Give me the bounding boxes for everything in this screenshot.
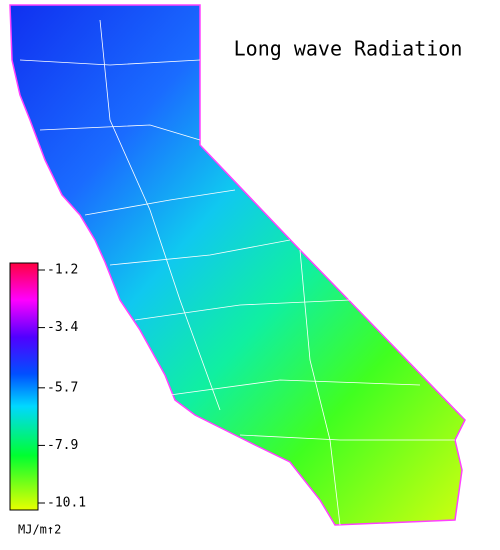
colorbar-tick-label: -1.2 xyxy=(47,263,78,278)
colorbar-tick-label: -7.9 xyxy=(47,438,78,453)
colorbar-tick-label: -5.7 xyxy=(47,380,78,395)
map-title: Long wave Radiation xyxy=(234,37,463,61)
colorbar-unit: MJ/m↑2 xyxy=(18,523,61,537)
colorbar-tick-label: -3.4 xyxy=(47,320,78,335)
california-shape xyxy=(9,4,466,526)
colorbar-tick-label: -10.1 xyxy=(47,496,86,511)
county-lines xyxy=(19,19,455,526)
colorbar xyxy=(9,262,39,511)
